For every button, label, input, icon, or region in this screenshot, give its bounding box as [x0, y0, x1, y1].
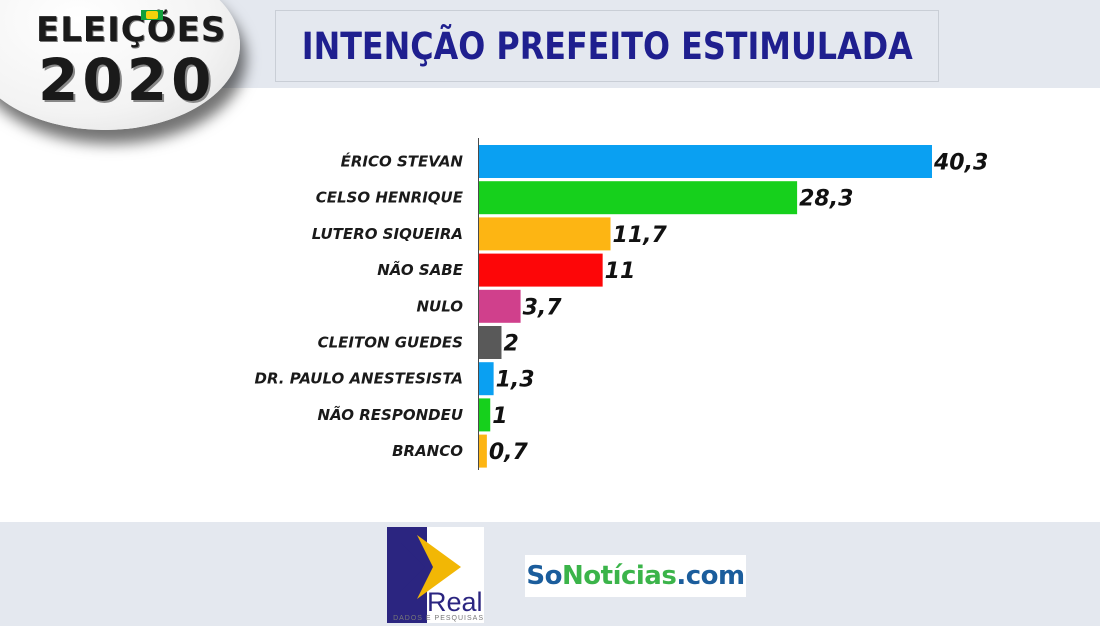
- category-label: NULO: [416, 297, 463, 315]
- title-box: INTENÇÃO PREFEITO ESTIMULADA: [275, 10, 939, 82]
- category-label: CLEITON GUEDES: [318, 334, 463, 352]
- brazil-flag-icon: [141, 10, 163, 20]
- real-logo-subtext: DADOS E PESQUISAS: [393, 615, 484, 622]
- category-label: CELSO HENRIQUE: [316, 189, 464, 207]
- value-label: 40,3: [933, 151, 988, 176]
- bar-0: [479, 145, 932, 178]
- value-label: 0,7: [489, 440, 529, 465]
- bar-8: [479, 434, 487, 468]
- bar-4: [479, 289, 521, 323]
- bars-group: ÉRICO STEVAN 40,3 CELSO HENRIQUE 28,3 LUTERO…: [255, 145, 988, 468]
- sonoticias-logo: SoNotícias.com: [525, 555, 746, 597]
- sonoticias-com: .com: [676, 561, 745, 591]
- sonoticias-noticias: Notícias: [562, 561, 677, 591]
- sonoticias-logo-text: SoNotícias.com: [526, 561, 745, 591]
- category-label: DR. PAULO ANESTESISTA: [255, 370, 463, 388]
- category-label: BRANCO: [392, 442, 463, 460]
- value-label: 11: [605, 259, 636, 284]
- chart-title: INTENÇÃO PREFEITO ESTIMULADA: [301, 24, 913, 68]
- value-label: 11,7: [613, 223, 668, 248]
- bar-6: [479, 362, 494, 396]
- badge-title: ELEIÇÕES: [36, 10, 227, 50]
- real-logo-mark-icon: [387, 527, 484, 623]
- value-label: 3,7: [523, 295, 563, 320]
- category-label: NÃO SABE: [377, 260, 464, 279]
- value-label: 1,3: [496, 368, 535, 393]
- category-label: LUTERO SIQUEIRA: [312, 225, 463, 243]
- value-label: 28,3: [799, 187, 853, 212]
- sonoticias-so: So: [526, 561, 563, 591]
- bar-1: [479, 181, 798, 215]
- real-logo-text: Real: [427, 587, 483, 617]
- value-label: 2: [503, 332, 518, 357]
- category-label: ÉRICO STEVAN: [341, 152, 464, 171]
- bar-3: [479, 253, 603, 287]
- value-label: 1: [492, 404, 507, 429]
- bar-5: [479, 326, 502, 359]
- bar-7: [479, 398, 491, 432]
- category-label: NÃO RESPONDEU: [318, 405, 463, 424]
- real-logo: Real DADOS E PESQUISAS: [387, 527, 484, 623]
- bar-2: [479, 217, 611, 251]
- badge-year: 2020: [38, 46, 216, 114]
